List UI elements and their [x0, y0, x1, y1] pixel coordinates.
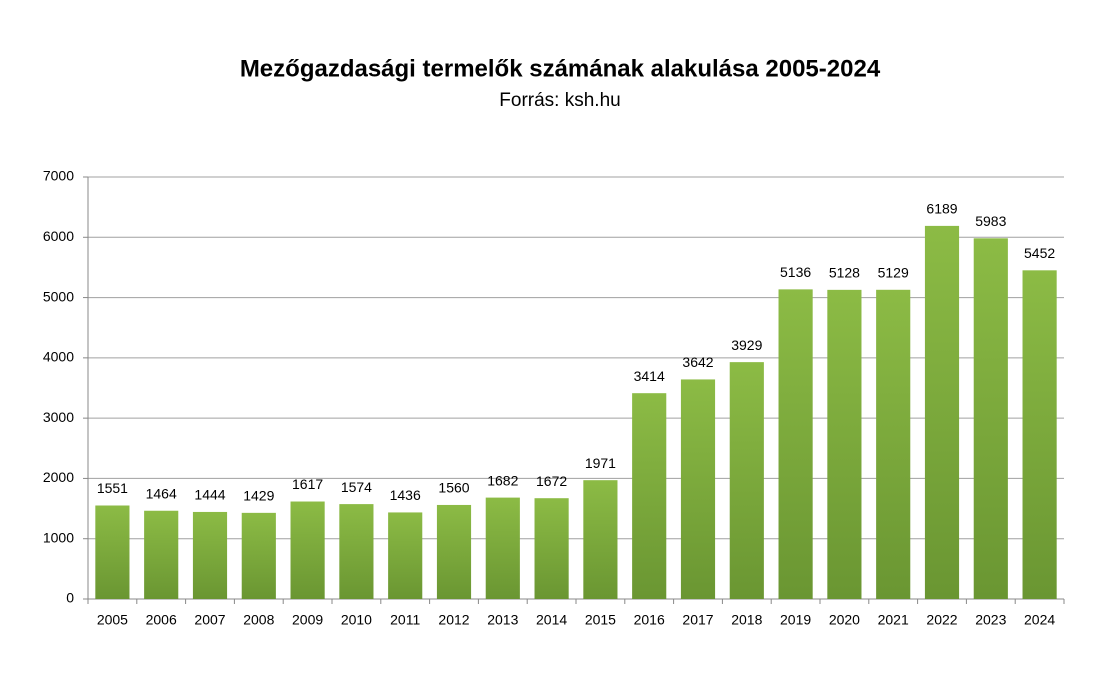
data-label: 3414 [634, 368, 665, 384]
bar [192, 511, 228, 599]
bar [388, 512, 423, 599]
bar [290, 501, 325, 599]
bar [144, 510, 179, 599]
data-label: 1560 [438, 480, 469, 496]
x-tick-label: 2013 [487, 612, 518, 628]
bar [485, 497, 520, 599]
x-tick-label: 2018 [731, 612, 762, 628]
data-label: 5136 [780, 264, 811, 280]
data-label: 5452 [1024, 245, 1055, 261]
data-label: 1682 [487, 472, 518, 488]
data-label: 6189 [926, 201, 957, 217]
data-label: 1436 [390, 487, 421, 503]
x-tick-label: 2014 [536, 612, 567, 628]
y-tick-label: 0 [66, 590, 74, 606]
x-tick-label: 2016 [634, 612, 665, 628]
data-label: 3929 [731, 337, 762, 353]
bar [827, 289, 862, 599]
y-tick-label: 7000 [43, 168, 74, 184]
x-tick-label: 2009 [292, 612, 323, 628]
y-tick-label: 4000 [43, 349, 74, 365]
bar [778, 289, 813, 599]
data-label: 1464 [146, 485, 177, 501]
y-tick-label: 6000 [43, 228, 74, 244]
x-tick-label: 2019 [780, 612, 811, 628]
x-tick-label: 2022 [926, 612, 957, 628]
x-tick-label: 2023 [975, 612, 1006, 628]
x-tick-label: 2006 [146, 612, 177, 628]
data-label: 1672 [536, 473, 567, 489]
bar [95, 505, 130, 599]
x-tick-label: 2007 [194, 612, 225, 628]
bar [924, 225, 960, 599]
x-tick-label: 2012 [438, 612, 469, 628]
y-tick-label: 1000 [43, 529, 74, 545]
data-label: 1617 [292, 476, 323, 492]
data-label: 1444 [194, 487, 225, 503]
bar [632, 393, 667, 599]
x-tick-label: 2020 [829, 612, 860, 628]
x-tick-label: 2015 [585, 612, 616, 628]
y-tick-label: 2000 [43, 469, 74, 485]
x-tick-label: 2005 [97, 612, 128, 628]
data-label: 1574 [341, 479, 372, 495]
bar [729, 362, 764, 599]
data-label: 3642 [682, 354, 713, 370]
data-label: 1971 [585, 455, 616, 471]
x-tick-label: 2008 [243, 612, 274, 628]
data-label: 5983 [975, 213, 1006, 229]
bar [339, 504, 374, 599]
x-tick-label: 2010 [341, 612, 372, 628]
data-label: 1551 [97, 480, 128, 496]
y-tick-label: 5000 [43, 288, 74, 304]
x-tick-label: 2021 [878, 612, 909, 628]
bar [1022, 270, 1057, 599]
bar [973, 238, 1008, 599]
y-tick-label: 3000 [43, 409, 74, 425]
bar [876, 289, 911, 599]
chart-subtitle: Forrás: ksh.hu [499, 90, 620, 111]
data-label: 5128 [829, 265, 860, 281]
data-label: 1429 [243, 488, 274, 504]
x-tick-label: 2024 [1024, 612, 1055, 628]
bar [534, 498, 569, 599]
bar [583, 480, 618, 599]
bar [680, 379, 716, 599]
data-label: 5129 [878, 264, 909, 280]
bar [436, 504, 472, 599]
bar [241, 512, 276, 599]
chart-title: Mezőgazdasági termelők számának alakulás… [240, 55, 881, 82]
x-tick-label: 2017 [682, 612, 713, 628]
x-tick-label: 2011 [390, 612, 420, 628]
